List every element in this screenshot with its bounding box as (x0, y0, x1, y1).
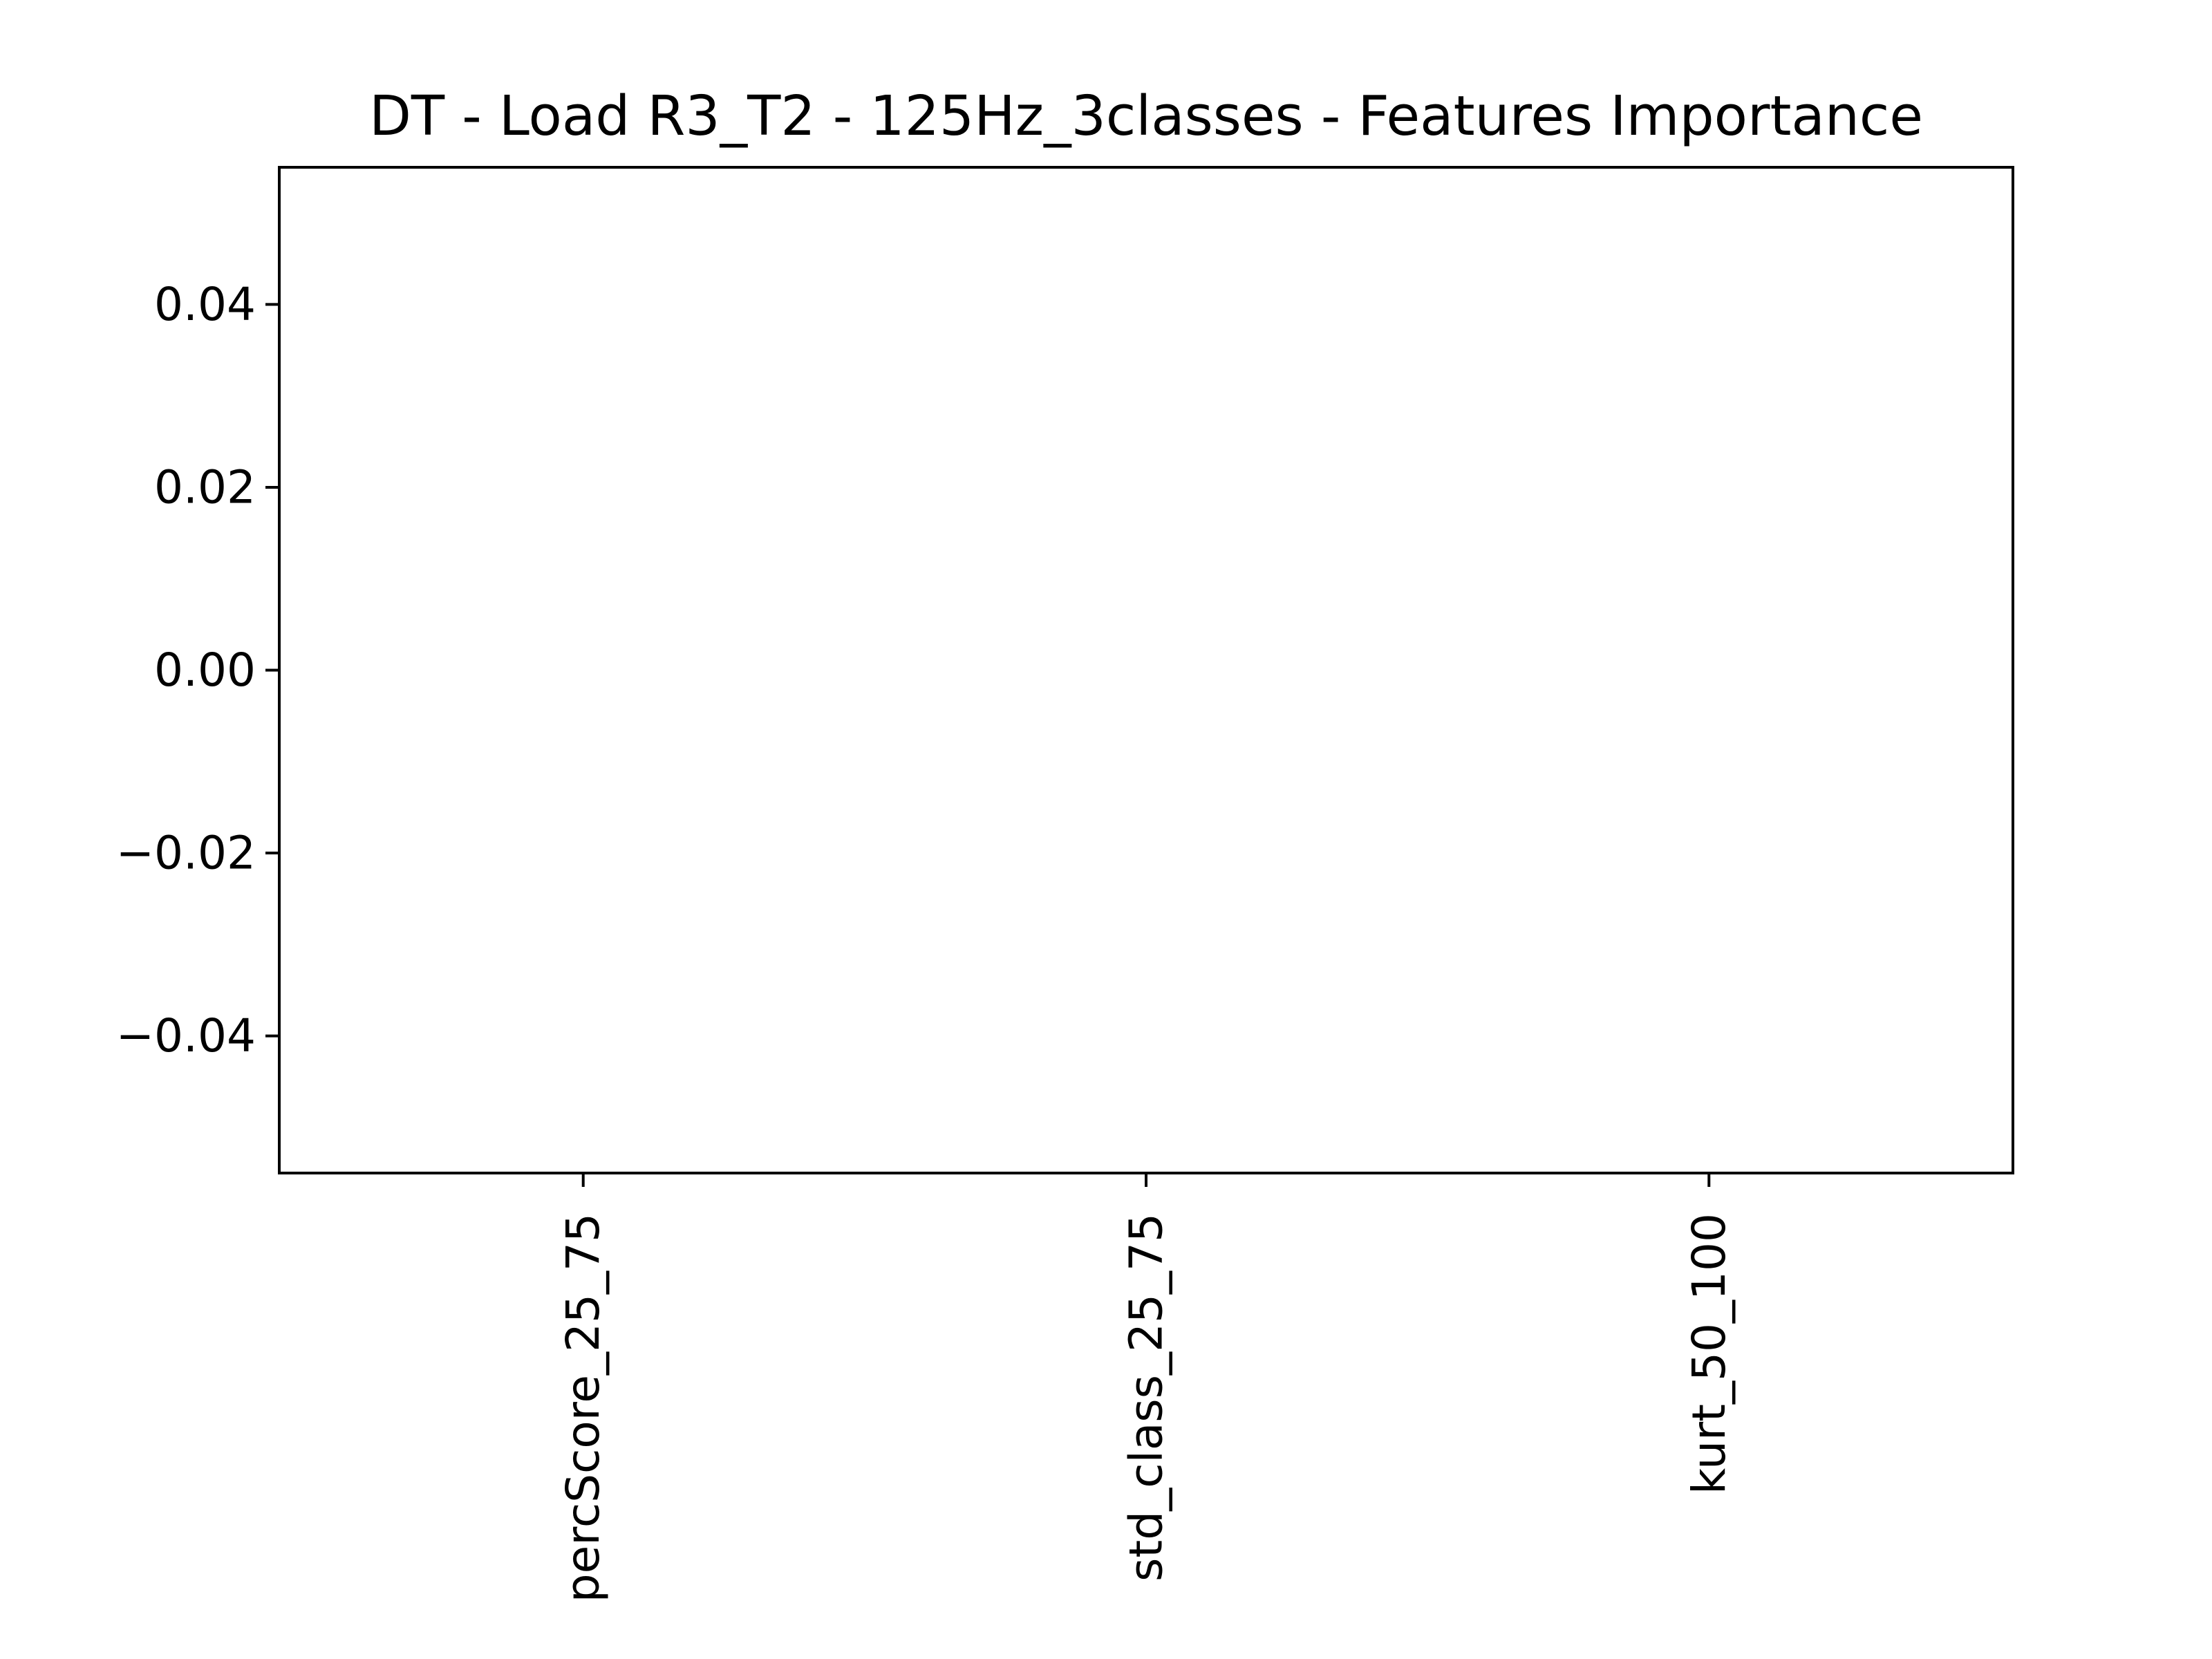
x-tick-label: kurt_50_100 (1683, 1213, 1736, 1494)
y-tick-label: −0.04 (116, 1009, 256, 1062)
y-tick-label: −0.02 (116, 827, 256, 880)
y-tick-label: 0.00 (154, 644, 256, 697)
y-axis: 0.04 0.02 0.00 −0.02 −0.04 (116, 278, 279, 1062)
x-axis: percScore_25_75 std_class_25_75 kurt_50_10… (556, 1173, 1736, 1602)
chart-title: DT - Load R3_T2 - 125Hz_3classes - Featu… (369, 84, 1923, 148)
x-tick-label: std_class_25_75 (1120, 1213, 1173, 1582)
y-tick-label: 0.02 (154, 460, 256, 514)
x-tick-label: percScore_25_75 (556, 1213, 610, 1602)
plot-area-frame (279, 167, 2013, 1173)
y-tick-label: 0.04 (154, 278, 256, 331)
